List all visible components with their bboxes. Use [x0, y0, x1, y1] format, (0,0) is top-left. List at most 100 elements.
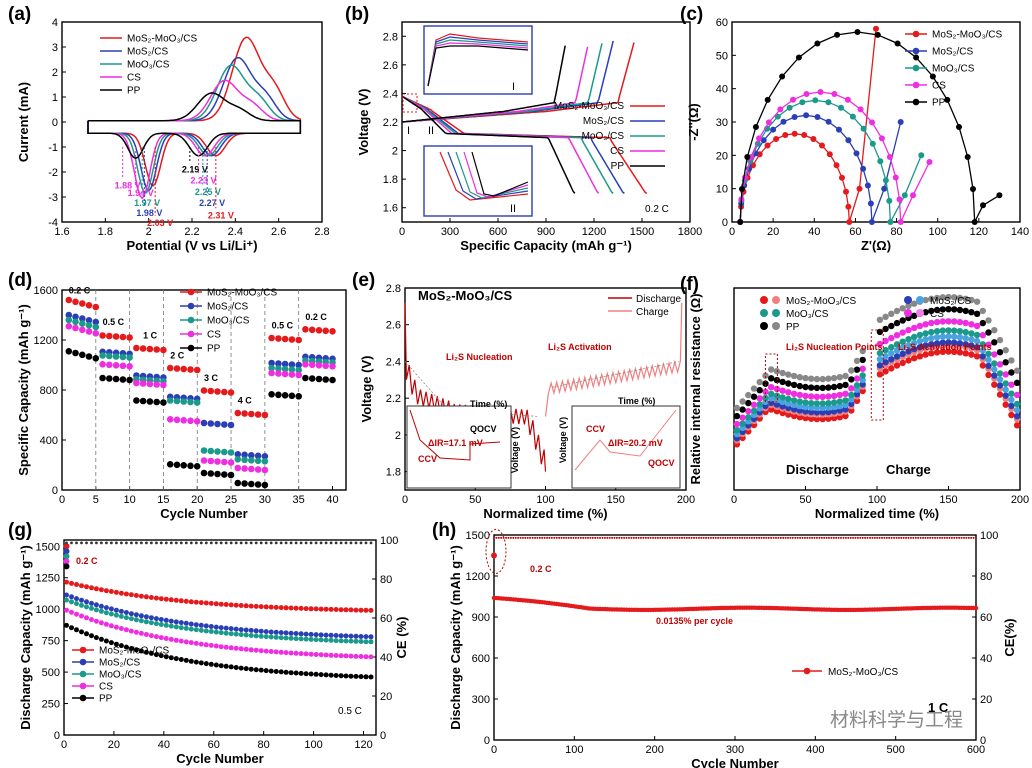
- ce-point: [697, 536, 700, 539]
- resistance-point: [1013, 406, 1021, 414]
- resistance-point: [979, 307, 986, 315]
- capacity-point: [343, 607, 349, 613]
- capacity-point: [123, 627, 129, 633]
- ce-point: [531, 536, 534, 539]
- capacity-point: [238, 627, 244, 633]
- resistance-point: [853, 382, 861, 389]
- resistance-point: [882, 325, 889, 333]
- resistance-point: [933, 328, 941, 335]
- resistance-point: [830, 399, 838, 406]
- resistance-point: [790, 390, 798, 397]
- resistance-point: [779, 409, 786, 417]
- capacity-point: [288, 670, 294, 676]
- resistance-point: [796, 398, 803, 405]
- rate-point: [214, 420, 221, 428]
- capacity-point: [308, 636, 314, 642]
- resistance-point: [939, 348, 946, 355]
- capacity-point: [303, 636, 309, 642]
- rate-point: [281, 360, 289, 368]
- rate-point: [308, 375, 316, 382]
- nyquist-point: [971, 219, 978, 225]
- highlight-ellipse: [485, 528, 507, 574]
- resistance-point: [951, 339, 958, 346]
- ce-point: [495, 536, 498, 539]
- rate-point: [99, 352, 106, 359]
- y-tick-label: 900: [472, 612, 490, 624]
- x-tick-label: 1.6: [54, 226, 69, 238]
- charge-curve: [544, 302, 683, 417]
- rate-point: [248, 457, 255, 464]
- resistance-point: [922, 321, 929, 328]
- rate-point: [281, 370, 289, 378]
- y-tick-label: 600: [472, 653, 490, 665]
- rate-point: [241, 410, 248, 417]
- resistance-point: [968, 336, 975, 343]
- capacity-point: [213, 643, 219, 649]
- resistance-point: [928, 335, 935, 342]
- nyquist-point: [886, 197, 893, 204]
- capacity-point: [79, 597, 84, 603]
- resistance-point: [985, 362, 992, 370]
- nyquist-point: [801, 132, 808, 138]
- rate-point: [234, 451, 242, 458]
- capacity-point: [243, 603, 249, 609]
- ce-point: [975, 536, 977, 539]
- rate-point: [200, 387, 208, 394]
- capacity-point: [248, 603, 254, 609]
- rate-point: [79, 320, 86, 327]
- capacity-point: [198, 600, 204, 606]
- nyquist-point: [777, 106, 784, 113]
- x-tick-label: 150: [939, 494, 957, 506]
- resistance-point: [928, 328, 935, 336]
- capacity-point: [303, 606, 309, 612]
- y-tick-label: 2: [392, 146, 398, 158]
- nyquist-point: [770, 126, 777, 133]
- capacity-point: [208, 600, 214, 606]
- rate-point: [214, 388, 221, 395]
- rate-point: [268, 364, 275, 372]
- resistance-point: [928, 319, 935, 327]
- ce-point: [929, 536, 932, 539]
- resistance-point: [733, 420, 741, 428]
- capacity-point: [353, 673, 359, 679]
- resistance-point: [991, 372, 998, 379]
- capacity-point: [113, 624, 119, 630]
- ce-point: [194, 541, 198, 545]
- resistance-point: [813, 393, 821, 400]
- capacity-point: [133, 593, 139, 598]
- rate-point: [153, 381, 160, 388]
- rate-point: [227, 389, 235, 396]
- x-tick-label: 1800: [678, 226, 702, 238]
- capacity-point: [363, 654, 369, 660]
- inset-ii-curve: [471, 151, 529, 197]
- legend-label: PP: [207, 344, 221, 355]
- legend-marker: [772, 309, 780, 317]
- resistance-point: [768, 384, 775, 391]
- ce-point: [717, 536, 720, 539]
- resistance-point: [951, 333, 958, 340]
- capacity-point: [148, 650, 154, 656]
- capacity-point: [258, 604, 264, 610]
- ce-point: [75, 541, 78, 545]
- x-tick-label: 0: [399, 226, 405, 238]
- resistance-point: [802, 414, 809, 422]
- capacity-point: [278, 669, 284, 675]
- x-tick-label: 500: [886, 744, 904, 756]
- capacity-point: [178, 657, 184, 662]
- rate-point: [254, 457, 262, 465]
- legend-label: PP: [932, 98, 946, 109]
- capacity-point: [318, 637, 324, 643]
- capacity-point: [84, 631, 89, 637]
- ce-point: [791, 536, 794, 539]
- nyquist-point: [833, 162, 840, 169]
- resistance-point: [773, 368, 781, 375]
- ce-point: [806, 536, 809, 539]
- capacity-point: [198, 622, 204, 628]
- inset-ii-curve: [455, 151, 529, 199]
- legend-marker: [760, 296, 768, 304]
- initial-point: [63, 553, 70, 560]
- resistance-point: [899, 359, 906, 367]
- resistance-point: [893, 319, 901, 327]
- capacity-point: [323, 652, 329, 658]
- resistance-point: [968, 342, 975, 349]
